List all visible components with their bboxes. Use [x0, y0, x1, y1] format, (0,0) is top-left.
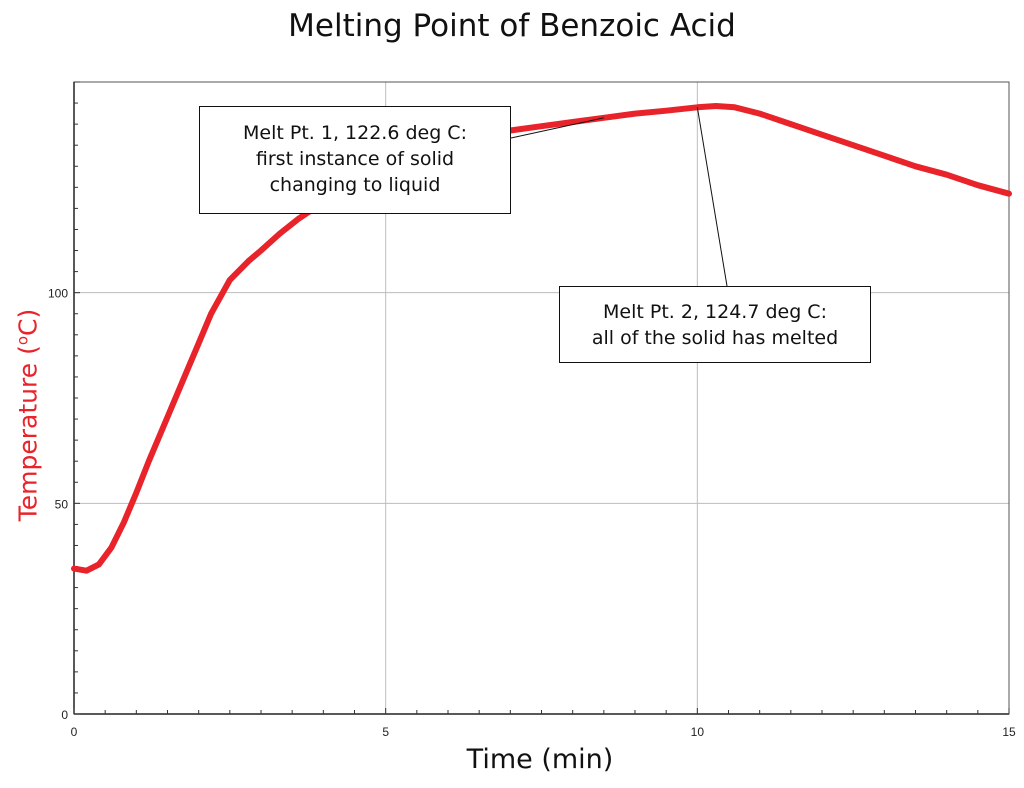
x-axis-label: Time (min) [466, 744, 614, 775]
annotation-melt-point-2: Melt Pt. 2, 124.7 deg C: all of the soli… [559, 286, 871, 363]
y-axis-label-degree: o [13, 335, 32, 346]
y-tick-label: 100 [48, 287, 68, 301]
annotation-leader-1 [510, 117, 604, 139]
annotation-1-line-2: first instance of solid [255, 148, 455, 170]
annotation-melt-point-1: Melt Pt. 1, 122.6 deg C: first instance … [199, 106, 511, 214]
y-tick-label: 50 [55, 497, 69, 511]
x-tick-label: 15 [1002, 725, 1016, 739]
y-tick-label: 0 [61, 708, 68, 722]
annotation-leaders [510, 107, 728, 287]
x-tick-label: 5 [382, 725, 389, 739]
axes: 0 5 10 15 0 50 100 [48, 81, 1016, 739]
annotation-leader-2 [696, 107, 728, 287]
y-axis-label-suffix: C) [13, 308, 43, 336]
y-axis-label-prefix: Temperature ( [13, 345, 43, 522]
y-axis-label: Temperature (oC) [13, 309, 42, 521]
annotation-1-line-1: Melt Pt. 1, 122.6 deg C: [243, 122, 467, 144]
annotation-2-line-1: Melt Pt. 2, 124.7 deg C: [603, 301, 827, 323]
annotation-2-line-2: all of the solid has melted [591, 327, 839, 349]
x-tick-label: 10 [691, 725, 705, 739]
chart-title: Melting Point of Benzoic Acid [288, 8, 736, 44]
x-tick-label: 0 [71, 725, 78, 739]
annotation-1-line-3: changing to liquid [269, 174, 441, 196]
